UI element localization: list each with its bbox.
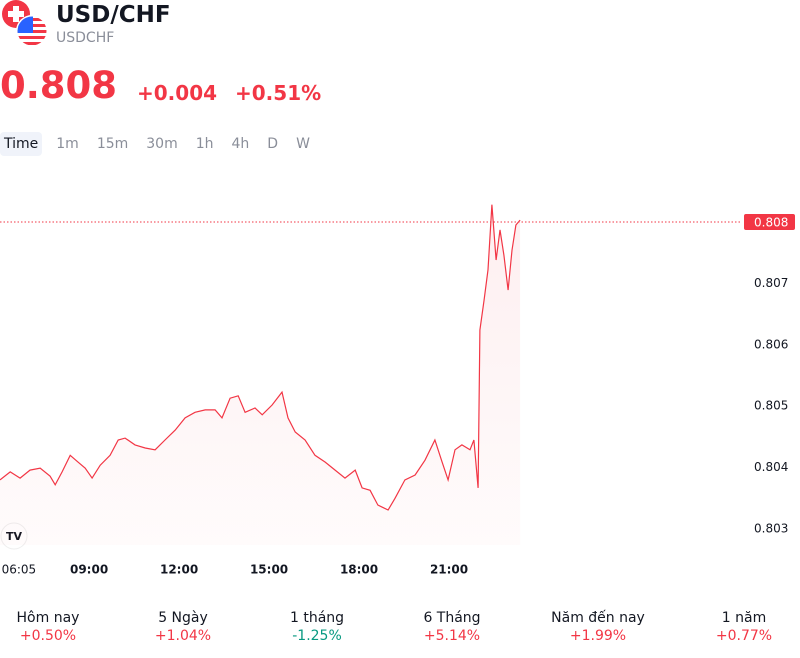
title: USD/CHF: [56, 2, 171, 28]
x-tick-label: 06:05: [2, 563, 37, 577]
y-tick-label: 0.805: [754, 399, 788, 413]
price-tag: [744, 213, 795, 230]
area: [0, 204, 521, 545]
price: 0.808: [0, 64, 118, 107]
x-tick-label: 12:00: [160, 563, 198, 577]
currency-icons: [2, 0, 48, 47]
performance-item[interactable]: 6 Tháng +5.14%: [387, 610, 517, 644]
performance-value: -1.25%: [292, 628, 342, 644]
performance-label: 1 năm: [721, 610, 767, 626]
interval-tab[interactable]: 15m: [96, 136, 129, 152]
performance-item[interactable]: 1 năm +0.77%: [679, 610, 800, 644]
y-tick-label: 0.806: [754, 337, 788, 351]
performance-item[interactable]: 1 tháng -1.25%: [252, 610, 382, 644]
y-tick-label: 0.804: [754, 460, 788, 474]
y-tick-label: 0.803: [754, 522, 788, 536]
symbol: USDCHF: [56, 30, 115, 46]
interval-tab[interactable]: 4h: [231, 136, 250, 152]
price-change: +0.004: [137, 81, 218, 105]
x-tick-label: 21:00: [430, 563, 468, 577]
interval-tab[interactable]: Time: [0, 132, 43, 156]
interval-tab[interactable]: 1m: [56, 136, 79, 152]
y-tick-label: 0.807: [754, 276, 788, 290]
x-tick-label: 18:00: [340, 563, 378, 577]
performance-label: Năm đến nay: [551, 610, 645, 626]
performance-value: +0.77%: [715, 628, 773, 644]
performance-value: +1.04%: [154, 628, 212, 644]
performance-label: 5 Ngày: [158, 610, 208, 626]
interval-tabs: Time 1m 15m 30m 1h 4h D W: [0, 132, 324, 156]
performance-label: Hôm nay: [16, 610, 80, 626]
performance-value: +0.50%: [19, 628, 77, 644]
performance-label: 6 Tháng: [423, 610, 481, 626]
performance-value: +1.99%: [569, 628, 627, 644]
interval-tab[interactable]: W: [296, 136, 310, 152]
price-tag-label: 0.808: [754, 215, 788, 229]
performance-value: +5.14%: [423, 628, 481, 644]
x-tick-label: 15:00: [250, 563, 288, 577]
performance-item[interactable]: 5 Ngày +1.04%: [118, 610, 248, 644]
interval-tab[interactable]: 30m: [146, 136, 178, 152]
line: [0, 204, 521, 511]
x-tick-label: 09:00: [70, 563, 108, 577]
chart: TV 0.8030.8040.8050.8060.80706:0509:0012…: [0, 204, 795, 577]
interval-tab[interactable]: 1h: [195, 136, 214, 152]
performance-item[interactable]: Năm đến nay +1.99%: [533, 610, 663, 644]
performance-label: 1 tháng: [289, 610, 345, 626]
price-change-percent: +0.51%: [235, 81, 322, 105]
interval-tab[interactable]: D: [267, 136, 279, 152]
performance-item[interactable]: Hôm nay +0.50%: [0, 610, 113, 644]
